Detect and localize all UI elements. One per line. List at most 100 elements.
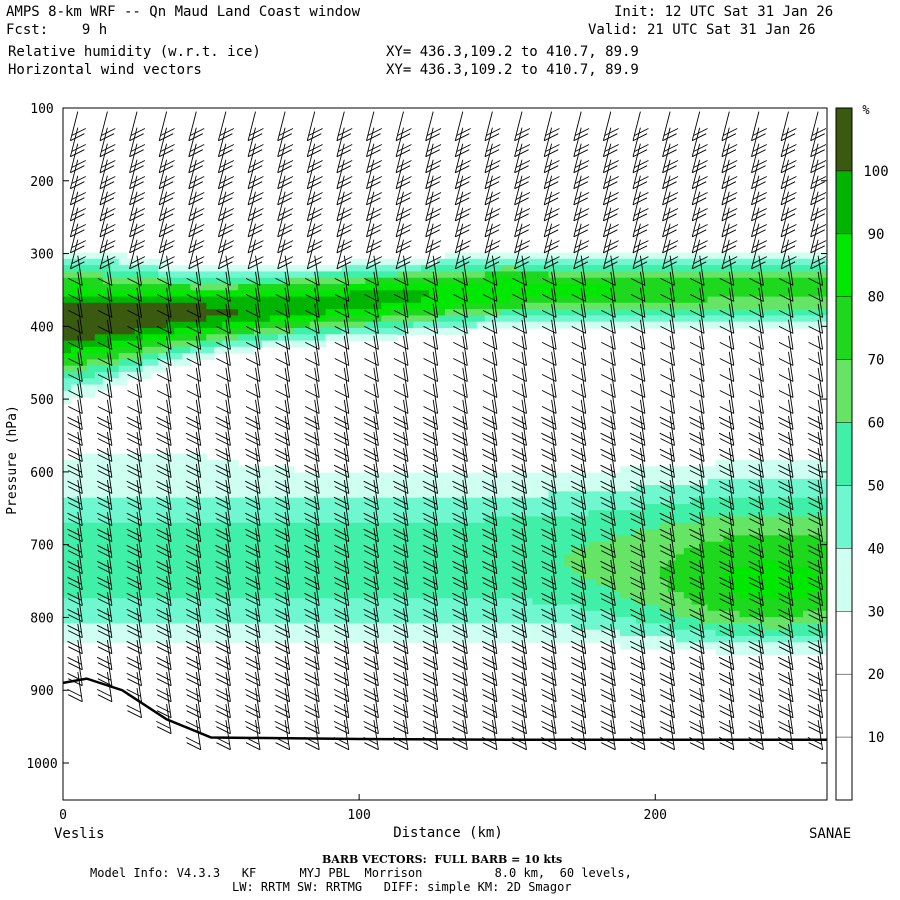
rh-cell (150, 541, 160, 549)
rh-cell (206, 566, 215, 574)
wind-barb-shaft (314, 575, 320, 606)
rh-cell (659, 554, 669, 562)
rh-cell (795, 548, 804, 555)
rh-cell (86, 548, 96, 555)
rh-cell (787, 636, 796, 643)
rh-cell (476, 529, 486, 536)
rh-cell (532, 472, 542, 480)
rh-cell (771, 617, 780, 624)
rh-cell (333, 579, 343, 587)
rh-cell (612, 315, 621, 323)
rh-cell (174, 485, 183, 492)
wind-barb-feather (158, 197, 174, 206)
rh-cell (508, 252, 518, 260)
rh-cell (214, 334, 223, 342)
rh-cell (190, 604, 199, 612)
rh-cell (341, 560, 351, 568)
rh-cell (198, 290, 207, 298)
rh-cell (453, 548, 462, 555)
rh-cell (803, 604, 812, 612)
wind-barb-shaft (188, 111, 197, 141)
rh-cell (341, 604, 351, 612)
rh-cell (556, 541, 565, 549)
rh-cell (731, 642, 741, 650)
rh-cell (612, 510, 621, 518)
rh-cell (166, 636, 176, 643)
rh-cell (747, 302, 756, 310)
rh-cell (564, 472, 573, 480)
wind-barb-feather (188, 261, 204, 270)
rh-cell (174, 579, 183, 587)
rh-cell (198, 353, 207, 360)
rh-cell (102, 453, 112, 461)
rh-cell (78, 598, 88, 606)
rh-cell (636, 277, 645, 285)
rh-cell (285, 636, 295, 643)
rh-cell (683, 629, 693, 637)
rh-cell (675, 573, 685, 580)
rh-cell (492, 277, 502, 285)
rh-cell (667, 321, 677, 329)
rh-cell (317, 277, 327, 285)
rh-cell (596, 610, 605, 618)
rh-cell (691, 573, 701, 580)
rh-cell (604, 491, 613, 499)
rh-cell (174, 321, 183, 329)
rh-cell (397, 541, 406, 549)
rh-cell (707, 548, 717, 555)
rh-cell (246, 535, 255, 543)
rh-cell (644, 617, 653, 624)
rh-cell (556, 265, 565, 272)
rh-cell (524, 290, 534, 298)
rh-cell (683, 284, 693, 291)
rh-cell (524, 252, 534, 260)
rh-cell (445, 510, 454, 518)
rh-cell (150, 365, 160, 373)
wind-barb-feather (156, 374, 172, 382)
rh-cell (349, 290, 359, 298)
rh-cell (285, 598, 295, 606)
rh-cell (484, 265, 494, 272)
rh-cell (389, 598, 398, 606)
wind-barb-feather (158, 213, 174, 222)
wind-barb-feather (99, 261, 115, 270)
rh-cell (540, 302, 550, 310)
rh-cell (365, 623, 374, 631)
rh-cell (453, 478, 462, 486)
rh-cell (604, 510, 613, 518)
rh-cell (94, 541, 104, 549)
rh-cell (771, 265, 780, 272)
rh-cell (540, 290, 550, 298)
rh-cell (675, 604, 685, 612)
rh-cell (94, 271, 104, 279)
wind-barb-shaft (195, 527, 202, 558)
rh-cell (230, 334, 239, 342)
rh-cell (476, 604, 486, 612)
rh-cell (437, 271, 446, 279)
rh-cell (739, 648, 749, 656)
rh-cell (134, 340, 144, 348)
rh-cell (596, 510, 605, 518)
rh-cell (763, 560, 772, 568)
rh-cell (389, 560, 398, 568)
wind-barb-shaft (166, 671, 172, 702)
rh-cell (699, 623, 709, 631)
rh-cell (795, 290, 804, 298)
rh-cell (166, 491, 176, 499)
rh-cell (325, 566, 335, 574)
rh-cell (763, 466, 772, 474)
rh-cell (333, 541, 343, 549)
rh-cell (102, 296, 112, 304)
rh-cell (381, 566, 390, 574)
rh-cell (508, 535, 518, 543)
rh-cell (636, 642, 645, 650)
rh-cell (413, 472, 422, 480)
rh-cell (365, 610, 374, 618)
rh-cell (667, 271, 677, 279)
rh-cell (596, 617, 605, 624)
rh-cell (254, 566, 263, 574)
wind-barb-shaft (217, 127, 227, 157)
rh-cell (166, 604, 176, 612)
rh-cell (604, 560, 613, 568)
rh-cell (238, 284, 247, 291)
